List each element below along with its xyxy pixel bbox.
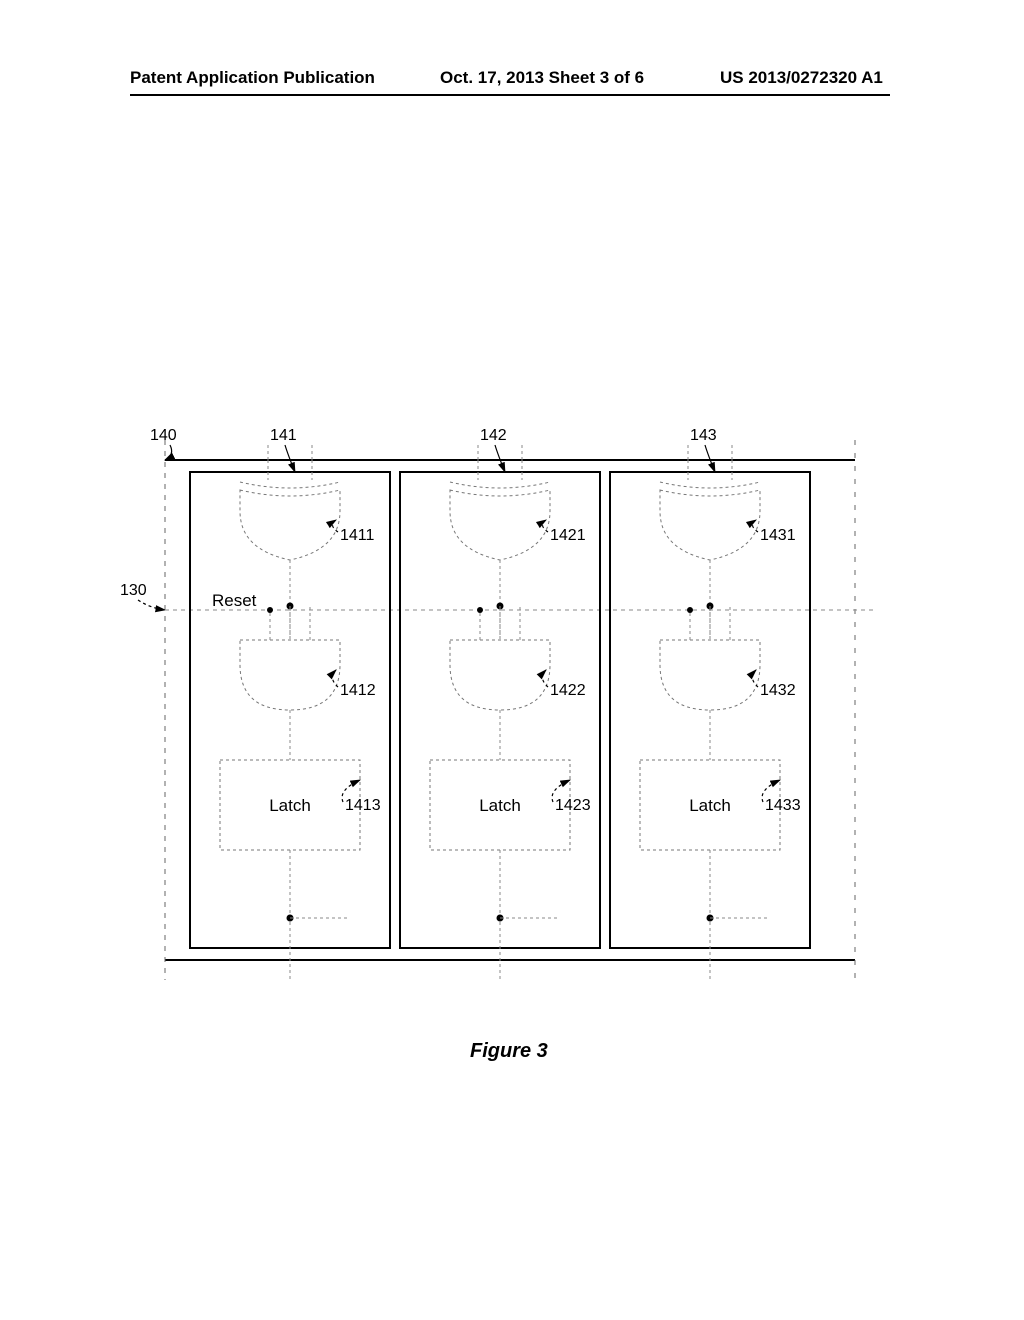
header-right: US 2013/0272320 A1 <box>720 68 883 88</box>
svg-text:141: 141 <box>270 427 297 444</box>
svg-text:1412: 1412 <box>340 682 376 699</box>
svg-text:1421: 1421 <box>550 527 586 544</box>
svg-text:1413: 1413 <box>345 797 381 814</box>
figure-3-diagram: 140 130 Reset 141 1411 1412 Latch 1413 142 1421 14… <box>120 420 900 980</box>
page: Patent Application Publication Oct. 17, … <box>0 0 1024 1320</box>
svg-text:1432: 1432 <box>760 682 796 699</box>
svg-text:130: 130 <box>120 582 147 599</box>
header-rule <box>130 94 890 96</box>
svg-text:1433: 1433 <box>765 797 801 814</box>
svg-text:143: 143 <box>690 427 717 444</box>
svg-text:Latch: Latch <box>479 796 521 815</box>
svg-text:Latch: Latch <box>689 796 731 815</box>
header-left: Patent Application Publication <box>130 68 375 88</box>
svg-text:1423: 1423 <box>555 797 591 814</box>
figure-svg: 140 130 Reset 141 1411 1412 Latch 1413 142 1421 14… <box>120 420 900 980</box>
svg-text:1422: 1422 <box>550 682 586 699</box>
figure-caption: Figure 3 <box>470 1040 548 1063</box>
svg-text:1411: 1411 <box>340 527 375 544</box>
svg-text:140: 140 <box>150 427 177 444</box>
svg-text:1431: 1431 <box>760 527 796 544</box>
svg-text:Latch: Latch <box>269 796 311 815</box>
svg-text:142: 142 <box>480 427 507 444</box>
header-center: Oct. 17, 2013 Sheet 3 of 6 <box>440 68 644 88</box>
svg-text:Reset: Reset <box>212 591 257 610</box>
